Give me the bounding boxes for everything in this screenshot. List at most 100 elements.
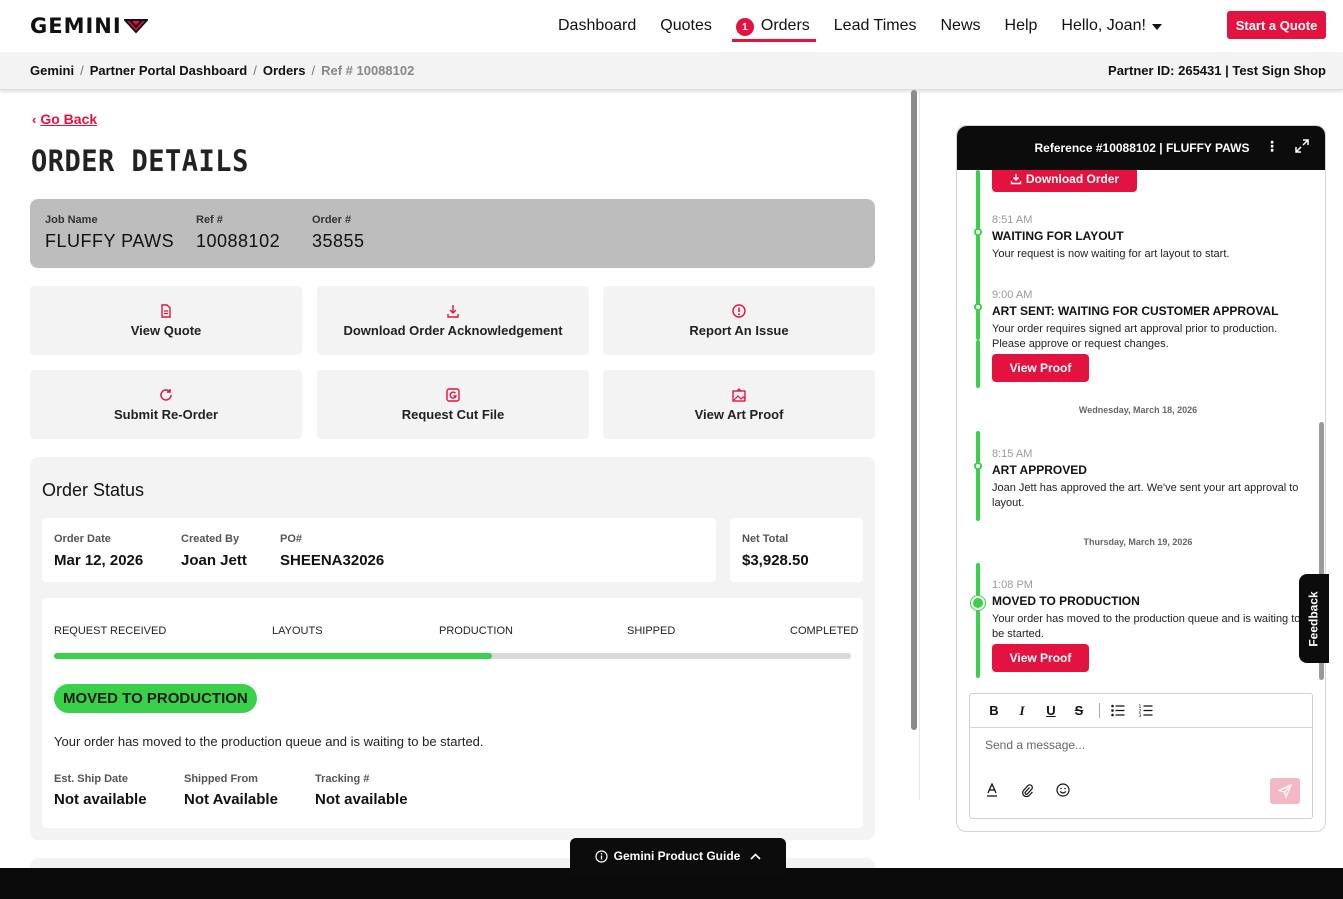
caret-down-icon: [1151, 24, 1162, 30]
timeline-dot: [974, 303, 982, 311]
nav-dashboard[interactable]: Dashboard: [558, 17, 637, 34]
step-completed: COMPLETED: [790, 625, 859, 637]
underline-icon[interactable]: U: [1046, 703, 1056, 718]
chat-header: Reference #10088102 | FLUFFY PAWS ⋮: [957, 126, 1325, 170]
view-proof-button[interactable]: View Proof: [992, 644, 1089, 672]
step-request-received: REQUEST RECEIVED: [54, 625, 167, 637]
logo-text: GEMINI: [30, 14, 122, 38]
timeline-bar: [976, 563, 980, 678]
nav-lead-times[interactable]: Lead Times: [833, 17, 917, 34]
order-chat-panel: Reference #10088102 | FLUFFY PAWS ⋮ Down…: [956, 125, 1326, 832]
chevron-up-icon: [750, 852, 761, 860]
timeline-current-dot: [971, 596, 985, 610]
view-art-proof-button[interactable]: View Art Proof: [603, 370, 875, 439]
info-icon: [595, 849, 608, 863]
chat-event: 9:00 AM ART SENT: WAITING FOR CUSTOMER A…: [992, 289, 1279, 350]
net-total-card: Net Total $3,928.50: [730, 518, 863, 582]
expand-icon[interactable]: [1295, 139, 1309, 153]
day-separator: Thursday, March 19, 2026: [1083, 537, 1193, 547]
start-quote-button[interactable]: Start a Quote: [1227, 11, 1326, 39]
nav-news[interactable]: News: [940, 17, 981, 34]
go-back-link[interactable]: ‹ Go Back: [32, 111, 98, 127]
page-title: Order Details: [31, 144, 249, 179]
chat-header-title: Reference #10088102 | FLUFFY PAWS: [1034, 141, 1250, 155]
progress-fill: [54, 653, 493, 659]
svg-text:1: 1: [1139, 704, 1142, 710]
download-icon: [1010, 174, 1022, 185]
net-total-field: Net Total $3,928.50: [742, 533, 809, 569]
status-description: Your order has moved to the production q…: [54, 734, 484, 749]
emoji-icon[interactable]: [1056, 783, 1070, 797]
status-badge: MOVED TO PRODUCTION: [54, 684, 257, 713]
download-order-button[interactable]: Download Order: [992, 170, 1137, 192]
request-cut-file-button[interactable]: Request Cut File: [317, 370, 589, 439]
bold-icon[interactable]: B: [989, 703, 999, 718]
tracking-field: Tracking # Not available: [315, 773, 408, 808]
user-menu[interactable]: Hello, Joan!: [1061, 0, 1162, 52]
est-ship-date-field: Est. Ship Date Not available: [54, 773, 147, 808]
step-layouts: LAYOUTS: [272, 625, 323, 637]
order-date-field: Order Date Mar 12, 2026: [54, 533, 144, 569]
main-scrollbar[interactable]: [911, 90, 917, 730]
gemini-logo[interactable]: GEMINI: [30, 14, 148, 38]
progress-bar: [54, 653, 851, 659]
step-shipped: SHIPPED: [627, 625, 676, 637]
order-info-card: Order Date Mar 12, 2026 Created By Joan Je…: [42, 518, 716, 582]
timeline-dot: [974, 228, 982, 236]
chat-event: 8:15 AM ART APPROVED Joan Jett has appro…: [992, 448, 1299, 509]
partner-info: Partner ID: 265431 | Test Sign Shop: [1108, 63, 1326, 78]
submit-reorder-button[interactable]: Submit Re-Order: [30, 370, 302, 439]
italic-icon[interactable]: I: [1019, 703, 1025, 718]
strikethrough-icon[interactable]: S: [1074, 703, 1084, 718]
document-icon: [161, 304, 171, 318]
download-acknowledgement-button[interactable]: Download Order Acknowledgement: [317, 286, 589, 355]
chat-event: 1:08 PM MOVED TO PRODUCTION Your order h…: [992, 579, 1301, 640]
text-format-icon[interactable]: [986, 783, 998, 797]
toolbar-divider: [1099, 703, 1100, 718]
nav-orders[interactable]: 1 Orders: [731, 0, 816, 52]
logo-chevron-icon: [123, 19, 148, 34]
image-icon: [732, 388, 746, 402]
progress-card: REQUEST RECEIVED LAYOUTS PRODUCTION SHIP…: [42, 598, 863, 828]
chat-feed: Download Order 8:51 AM WAITING FOR LAYOU…: [957, 170, 1325, 685]
order-number-field: Order #35855: [312, 214, 365, 251]
svg-text:2: 2: [1139, 709, 1142, 715]
orders-count-badge: 1: [735, 18, 754, 36]
refresh-icon: [160, 389, 172, 401]
numbered-list-icon[interactable]: 123: [1138, 704, 1154, 717]
top-nav: GEMINI Dashboard Quotes 1 Orders Lead Ti…: [0, 0, 1343, 52]
order-status-title: Order Status: [42, 480, 145, 500]
chat-event: 8:51 AM WAITING FOR LAYOUT Your request …: [992, 214, 1230, 260]
breadcrumb-gemini[interactable]: Gemini: [30, 63, 75, 78]
nav-help[interactable]: Help: [1004, 17, 1038, 34]
message-input[interactable]: [985, 738, 1285, 752]
job-summary-card: Job Name FLUFFY PAWS Ref #10088102 Order …: [30, 199, 875, 268]
send-icon: [1278, 784, 1292, 798]
bullet-list-icon[interactable]: [1110, 704, 1126, 717]
shipped-from-field: Shipped From Not Available: [184, 773, 278, 808]
more-options-icon[interactable]: ⋮: [1265, 138, 1279, 154]
feedback-tab[interactable]: Feedback: [1299, 574, 1329, 663]
chat-scrollbar[interactable]: [1319, 422, 1324, 680]
breadcrumb-orders[interactable]: Orders: [262, 63, 306, 78]
product-guide-button[interactable]: Gemini Product Guide: [570, 838, 786, 874]
timeline-bar: [976, 170, 980, 340]
nav-quotes[interactable]: Quotes: [660, 17, 712, 34]
view-quote-button[interactable]: View Quote: [30, 286, 302, 355]
day-separator: Wednesday, March 18, 2026: [1078, 405, 1198, 415]
breadcrumb-bar: Gemini / Partner Portal Dashboard / Orders…: [0, 52, 1343, 90]
timeline-bar: [976, 340, 980, 388]
step-production: PRODUCTION: [439, 625, 513, 637]
breadcrumb-dashboard[interactable]: Partner Portal Dashboard: [89, 63, 248, 78]
created-by-field: Created By Joan Jett: [181, 533, 247, 569]
job-name-field: Job Name FLUFFY PAWS: [45, 214, 175, 251]
view-proof-button[interactable]: View Proof: [992, 354, 1089, 382]
send-button[interactable]: [1270, 778, 1300, 804]
report-issue-button[interactable]: Report An Issue: [603, 286, 875, 355]
alert-icon: [732, 304, 746, 318]
attachment-icon[interactable]: [1021, 783, 1033, 797]
po-field: PO# SHEENA32026: [280, 533, 385, 569]
order-status-panel: Order Status Order Date Mar 12, 2026 Crea…: [30, 457, 875, 840]
